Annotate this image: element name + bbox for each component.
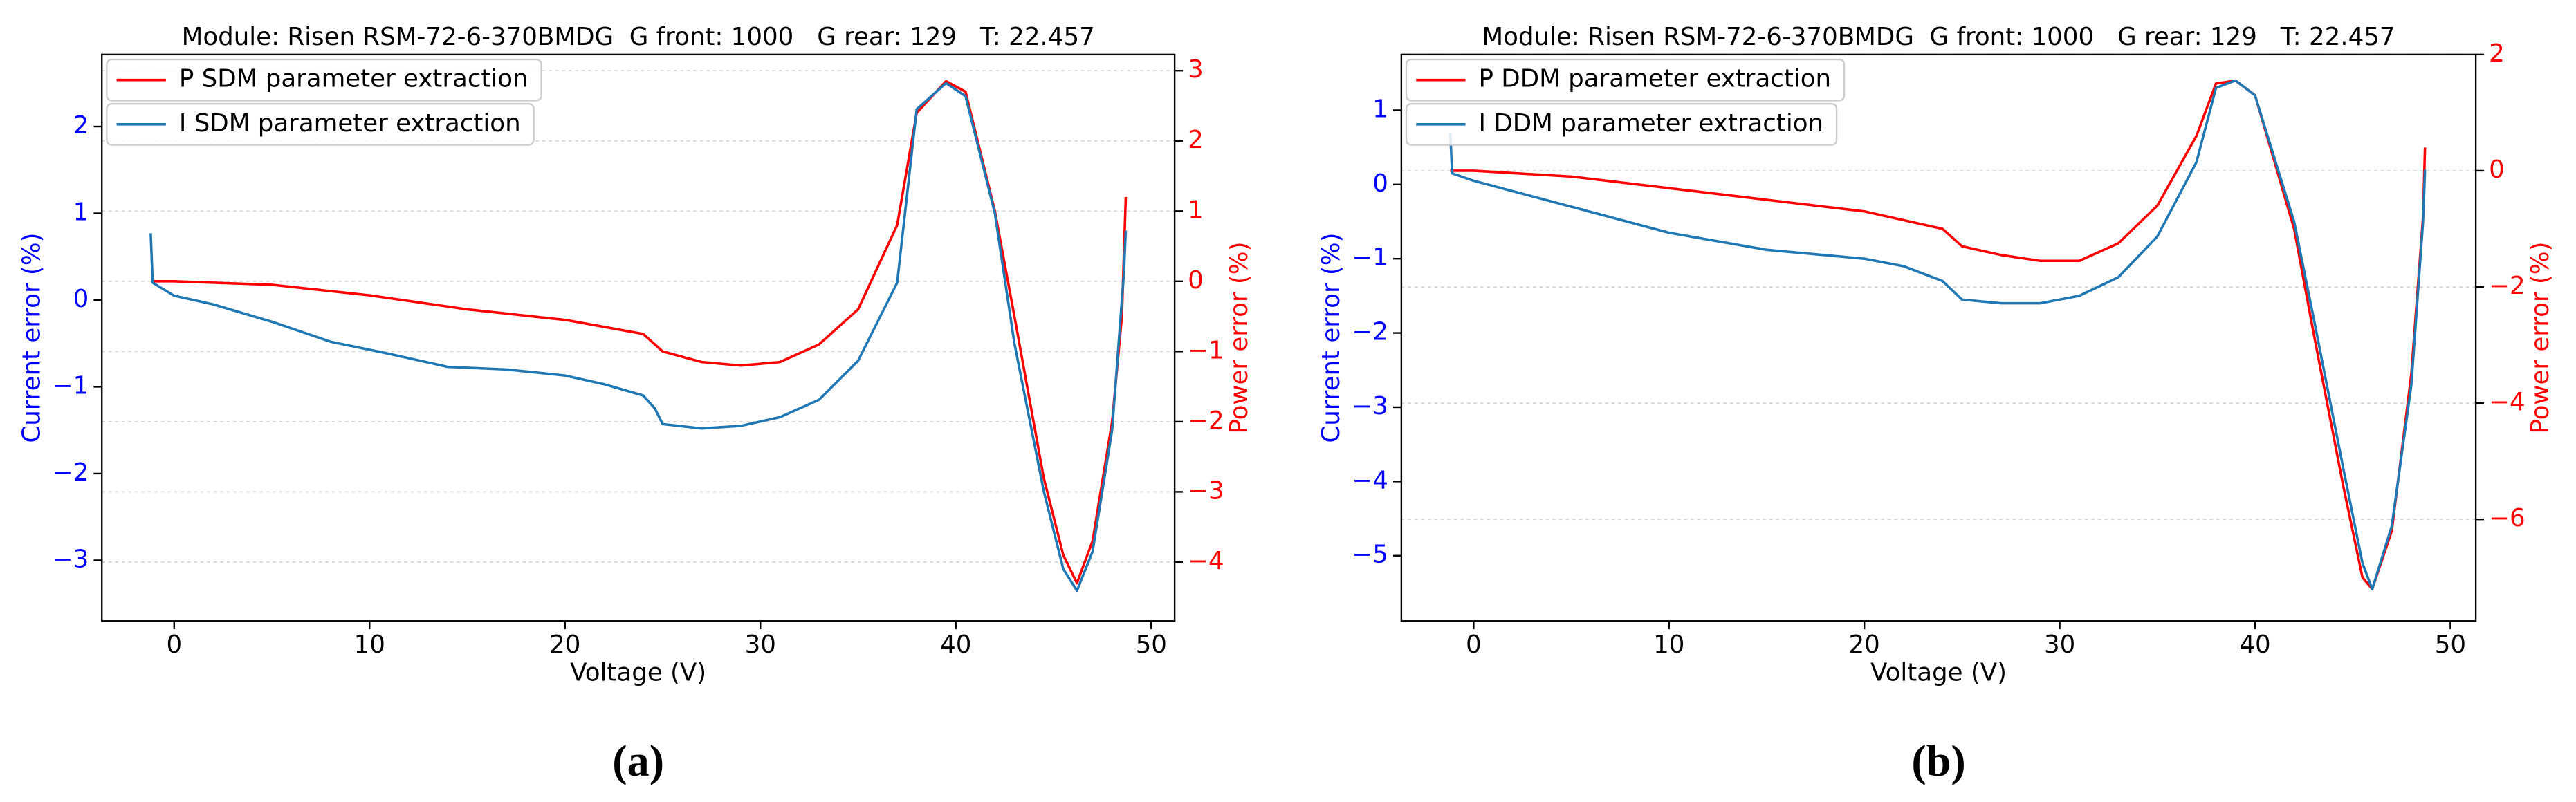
legend: P SDM parameter extraction [106,58,542,102]
y2-tick-label: −1 [1188,336,1224,364]
plot-frame [1400,53,2477,622]
y-tick-label: 0 [1372,169,1388,198]
legend-label: I SDM parameter extraction [179,109,521,138]
data-line [1450,79,2427,590]
legend: I DDM parameter extraction [1405,102,1838,146]
chart-title: Module: Risen RSM-72-6-370BMDG G front: … [182,23,1095,51]
legend-label: P DDM parameter extraction [1479,65,1832,93]
y2-tick-label: 1 [1188,196,1204,224]
legend-label: P SDM parameter extraction [179,65,528,93]
y2-tick-label: 2 [2489,39,2505,68]
plot-frame [101,53,1176,622]
y-tick-label: 2 [73,111,89,140]
y2-tick-label: 0 [1188,266,1204,295]
x-tick-label: 10 [354,631,385,659]
x-tick-label: 30 [745,631,776,659]
y2-tick-label: 0 [2489,156,2505,184]
legend-box [1405,102,1838,146]
x-axis-label: Voltage (V) [570,658,706,687]
data-line [1448,79,2427,590]
legend-label: I DDM parameter extraction [1479,109,1824,138]
x-tick-label: 50 [1136,631,1167,659]
legend-box [106,58,542,102]
y2-axis-label: Power error (%) [1225,241,1253,433]
x-tick-label: 50 [2435,631,2466,659]
y2-tick-label: −6 [2489,504,2526,532]
x-tick-label: 10 [1653,631,1684,659]
x-tick-label: 40 [940,631,971,659]
x-tick-label: 40 [2239,631,2270,659]
caption: (b) [1911,736,1965,785]
x-tick-label: 20 [1849,631,1880,659]
y2-tick-label: −4 [2489,388,2526,416]
y2-tick-label: −2 [2489,272,2526,300]
y-tick-label: −2 [53,458,89,487]
y2-tick-label: −2 [1188,407,1224,435]
caption: (a) [612,736,664,785]
y-tick-label: −5 [1352,541,1388,569]
legend: P DDM parameter extraction [1405,58,1846,102]
y-tick-label: −3 [1352,392,1388,420]
y-tick-label: −2 [1352,318,1388,346]
chart-title: Module: Risen RSM-72-6-370BMDG G front: … [1482,23,2395,51]
y-tick-label: 1 [73,198,89,227]
legend-box [1405,58,1846,102]
x-tick-label: 20 [549,631,580,659]
legend-box [106,102,535,146]
legend: I SDM parameter extraction [106,102,535,146]
y2-axis-label: Power error (%) [2526,241,2555,433]
y-tick-label: −1 [53,371,89,400]
y-axis-label: Current error (%) [1317,232,1345,442]
y-tick-label: −3 [53,545,89,573]
data-line [149,82,1128,593]
y-tick-label: 1 [1372,95,1388,123]
x-axis-label: Voltage (V) [1870,658,2007,687]
y-tick-label: 0 [73,285,89,313]
y2-tick-label: −4 [1188,547,1224,575]
x-tick-label: 0 [166,631,182,659]
y2-tick-label: 2 [1188,126,1204,154]
y-axis-label: Current error (%) [18,232,46,442]
x-tick-label: 0 [1466,631,1482,659]
y2-tick-label: 3 [1188,55,1204,84]
y-tick-label: −1 [1352,243,1388,272]
x-tick-label: 30 [2044,631,2075,659]
y-tick-label: −4 [1352,466,1388,494]
data-line [152,80,1128,585]
y2-tick-label: −3 [1188,476,1224,505]
